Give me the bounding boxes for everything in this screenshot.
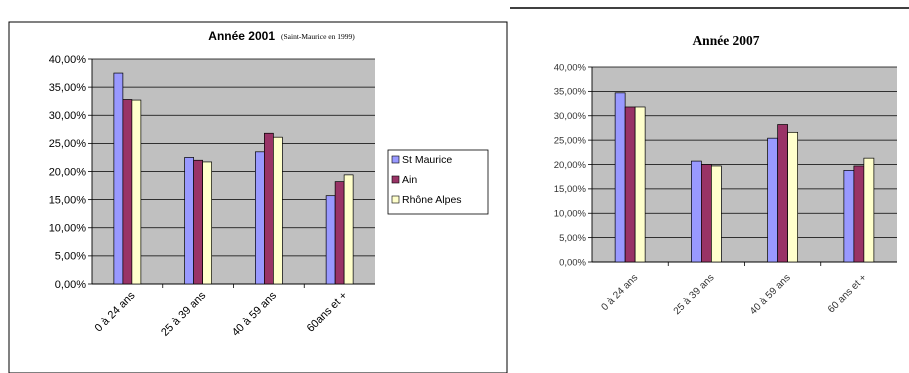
legend-label-st-maurice: St Maurice [402,154,452,166]
y-tick-label: 20,00% [49,166,87,178]
legend-label-ain: Ain [402,174,417,186]
x-category-label: 0 à 24 ans [599,272,640,313]
bar-series-2-60-ans-et [853,165,865,263]
bar-series-2-0-a-24-ans [624,106,636,263]
chart-2001-plot-area: 0,00% 5,00% 10,00% 15,00% 20,00% 25,00% 30,00%… [49,54,375,339]
bar-series-3-0-a-24-ans [634,106,646,263]
y-tick-label: 0,00% [55,279,86,291]
bar-series-1-40-a-59-ans [767,137,778,263]
bar-ain-25-a-39-ans [193,159,203,285]
legend-swatch-ain [391,175,400,184]
y-tick-label: 35,00% [554,87,587,98]
legend-label-rhone-alpes: Rhône Alpes [402,194,462,206]
bar-st-maurice-60ans-et [325,195,336,285]
bar-rhone-alpes-25-a-39-ans [202,161,212,285]
legend-swatch-st-maurice [391,155,400,164]
chart-2007-plot-area: 0,00% 5,00% 10,00% 15,00% 20,00% 25,00% 30,00%… [554,62,897,317]
bar-series-1-25-a-39-ans [691,160,702,263]
x-category-label: 60 ans et + [826,272,869,315]
x-category-label: 25 à 39 ans [672,272,717,317]
bar-series-3-60-ans-et [863,157,875,263]
y-tick-label: 30,00% [554,111,587,122]
y-tick-label: 40,00% [554,62,587,73]
bar-st-maurice-0-a-24-ans [113,72,124,285]
bar-series-2-40-a-59-ans [777,124,788,263]
chart-2007-title: Année 2007 [692,33,759,48]
bar-series-1-0-a-24-ans [614,92,626,263]
bar-ain-40-a-59-ans [264,132,274,285]
bar-rhone-alpes-40-a-59-ans [273,136,283,285]
chart-2001-legend: St Maurice Ain Rhône Alpes [387,149,489,215]
chart-2001-title: Année 2001 [208,29,275,43]
x-category-label: 40 à 59 ans [748,272,793,317]
chart-2007: Année 2007 0,00% 5,00% 10,00% 15,00% 20,00% 2… [510,7,909,317]
y-tick-label: 25,00% [49,138,87,150]
y-tick-label: 10,00% [49,223,87,235]
chart-2001: Année 2001 (Saint-Maurice en 1999) 0,00%… [8,21,508,373]
y-tick-label: 0,00% [559,257,586,268]
y-tick-label: 20,00% [554,160,587,171]
y-tick-label: 5,00% [55,251,86,263]
bar-series-1-60-ans-et [843,170,855,263]
bar-rhone-alpes-0-a-24-ans [131,99,142,285]
y-tick-label: 25,00% [554,135,587,146]
bar-series-3-40-a-59-ans [787,131,798,263]
y-tick-label: 5,00% [559,233,586,244]
y-tick-label: 15,00% [554,184,587,195]
y-tick-label: 30,00% [49,110,87,122]
y-tick-label: 10,00% [554,209,587,220]
bar-ain-60ans-et [334,181,345,285]
legend-box [387,149,489,215]
legend-swatch-rhone-alpes [391,195,400,204]
bar-st-maurice-40-a-59-ans [255,151,265,285]
y-tick-label: 40,00% [49,54,87,66]
bar-rhone-alpes-60ans-et [343,174,354,285]
y-tick-label: 35,00% [49,82,87,94]
bar-series-3-25-a-39-ans [711,165,722,263]
bar-ain-0-a-24-ans [122,99,133,285]
y-tick-label: 15,00% [49,194,87,206]
bar-st-maurice-25-a-39-ans [184,157,194,285]
bar-series-2-25-a-39-ans [701,164,712,263]
chart-2001-subtitle: (Saint-Maurice en 1999) [281,32,355,41]
